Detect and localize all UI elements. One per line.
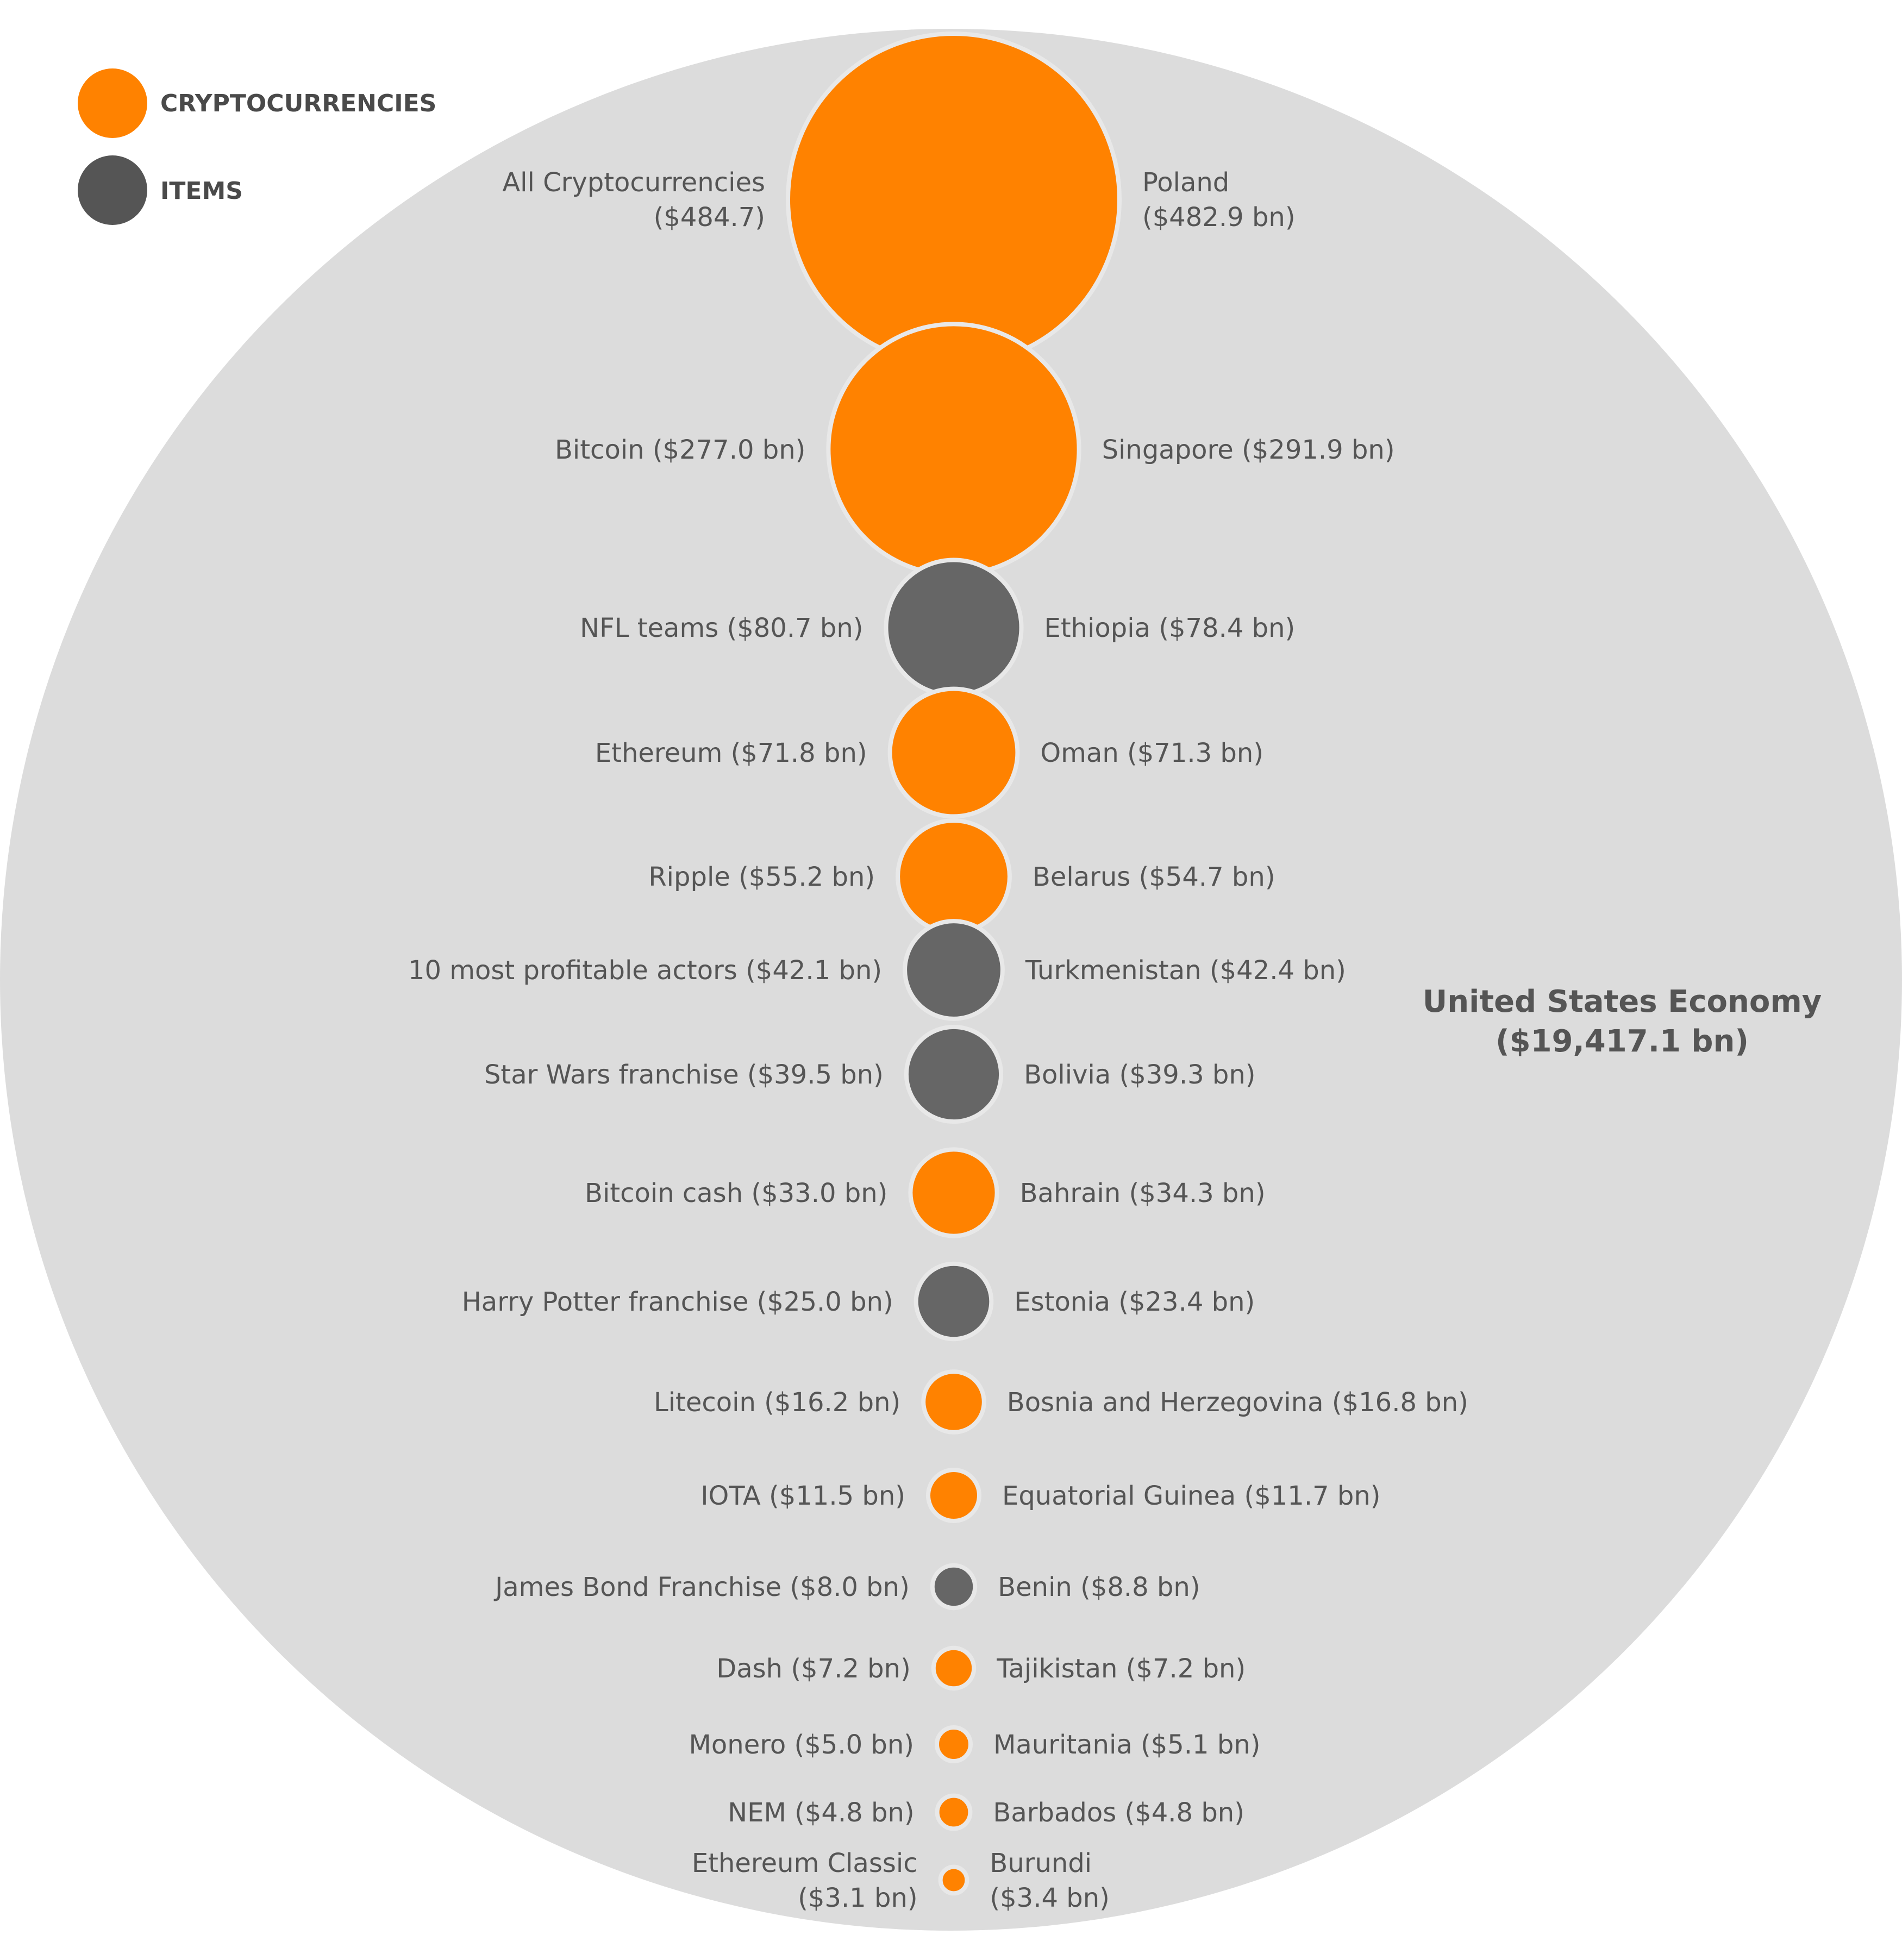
bubble-ripple-55-2-bn: [896, 818, 1012, 935]
left-label-all-cryptocurrencies-line2: ($484.7): [654, 202, 765, 233]
left-label-monero-5-0-bn: Monero ($5.0 bn): [689, 1730, 914, 1760]
left-label-dash-7-2-bn: Dash ($7.2 bn): [716, 1654, 911, 1684]
right-label-mauritania-5-1-bn: Mauritania ($5.1 bn): [993, 1730, 1260, 1760]
bubble-nfl-teams-80-7-bn: [884, 558, 1024, 698]
right-label-belarus-54-7-bn: Belarus ($54.7 bn): [1033, 862, 1275, 892]
bubble-labels: All Cryptocurrencies ($484.7) Poland ($482.…: [408, 167, 1468, 1913]
bubble-bitcoin-277-0-bn: [826, 322, 1081, 577]
right-label-equatorial-guinea-11-7-bn: Equatorial Guinea ($11.7 bn): [1002, 1481, 1381, 1511]
right-label-singapore-291-9-bn: Singapore ($291.9 bn): [1102, 435, 1395, 465]
right-label-ethiopia-78-4-bn: Ethiopia ($78.4 bn): [1044, 613, 1296, 643]
left-label-nem-4-8-bn: NEM ($4.8 bn): [728, 1798, 914, 1828]
left-label-star-wars-franchise-39-5-bn: Star Wars franchise ($39.5 bn): [484, 1060, 884, 1090]
us-economy-label-line2: ($19,417.1 bn): [1496, 1024, 1749, 1059]
left-label-10-most-profitable-actors-42-1-bn: 10 most profitable actors ($42.1 bn): [408, 955, 882, 986]
bubbles: [786, 32, 1122, 1896]
right-label-poland-line1: Poland: [1142, 167, 1229, 198]
left-label-harry-potter-franchise-25-0-bn: Harry Potter franchise ($25.0 bn): [462, 1287, 893, 1317]
bubble-nem-4-8-bn: [935, 1793, 973, 1831]
legend-items-swatch: [78, 155, 147, 225]
right-label-oman-71-3-bn: Oman ($71.3 bn): [1040, 738, 1263, 768]
left-label-ethereum-classic-line2: ($3.1 bn): [798, 1883, 917, 1913]
legend-items-label: ITEMS: [160, 177, 243, 205]
right-label-bahrain-34-3-bn: Bahrain ($34.3 bn): [1020, 1178, 1266, 1208]
bubble-dash-7-2-bn: [931, 1645, 977, 1691]
bubble-bitcoin-cash-33-0-bn: [908, 1147, 999, 1238]
bubble-harry-potter-franchise-25-0-bn: [914, 1261, 994, 1342]
right-label-estonia-23-4-bn: Estonia ($23.4 bn): [1014, 1287, 1255, 1317]
right-label-burundi-line2: ($3.4 bn): [990, 1883, 1109, 1913]
right-label-burundi-line1: Burundi: [990, 1848, 1092, 1878]
bubble-10-most-profitable-actors-42-1-bn: [903, 919, 1005, 1021]
bubble-james-bond-franchise-8-0-bn: [930, 1563, 978, 1611]
right-label-benin-8-8-bn: Benin ($8.8 bn): [998, 1572, 1200, 1602]
left-label-bitcoin-cash-33-0-bn: Bitcoin cash ($33.0 bn): [585, 1178, 887, 1208]
right-label-tajikistan-7-2-bn: Tajikistan ($7.2 bn): [996, 1654, 1246, 1684]
left-label-all-cryptocurrencies-line1: All Cryptocurrencies: [502, 167, 765, 198]
bubble-ethereum-71-8-bn: [887, 686, 1020, 819]
left-label-ethereum-classic-line1: Ethereum Classic: [692, 1848, 918, 1878]
right-label-barbados-4-8-bn: Barbados ($4.8 bn): [993, 1798, 1244, 1828]
left-label-iota-11-5-bn: IOTA ($11.5 bn): [700, 1481, 905, 1511]
bubble-ethereum-classic: [938, 1864, 969, 1896]
right-label-bosnia-and-herzegovina-16-8-bn: Bosnia and Herzegovina ($16.8 bn): [1007, 1387, 1468, 1418]
legend: CRYPTOCURRENCIES ITEMS: [78, 68, 436, 225]
bubble-litecoin-16-2-bn: [921, 1369, 986, 1435]
bubble-iota-11-5-bn: [926, 1468, 981, 1523]
right-label-poland-line2: ($482.9 bn): [1142, 202, 1296, 233]
left-label-james-bond-franchise-8-0-bn: James Bond Franchise ($8.0 bn): [493, 1572, 910, 1602]
left-label-nfl-teams-80-7-bn: NFL teams ($80.7 bn): [580, 613, 863, 643]
left-label-ethereum-71-8-bn: Ethereum ($71.8 bn): [595, 738, 867, 768]
legend-cryptocurrencies-label: CRYPTOCURRENCIES: [160, 90, 436, 117]
right-label-turkmenistan-42-4-bn: Turkmenistan ($42.4 bn): [1025, 955, 1346, 986]
us-economy-label-line1: United States Economy: [1423, 984, 1822, 1019]
legend-cryptocurrencies-swatch: [78, 68, 147, 138]
left-label-litecoin-16-2-bn: Litecoin ($16.2 bn): [654, 1387, 900, 1418]
left-label-ripple-55-2-bn: Ripple ($55.2 bn): [648, 862, 875, 892]
bubble-all-cryptocurrencies: [786, 32, 1122, 367]
left-label-bitcoin-277-0-bn: Bitcoin ($277.0 bn): [555, 435, 805, 465]
right-label-bolivia-39-3-bn: Bolivia ($39.3 bn): [1024, 1060, 1255, 1090]
bubble-star-wars-franchise-39-5-bn: [904, 1024, 1004, 1124]
bubble-monero-5-0-bn: [935, 1725, 973, 1763]
